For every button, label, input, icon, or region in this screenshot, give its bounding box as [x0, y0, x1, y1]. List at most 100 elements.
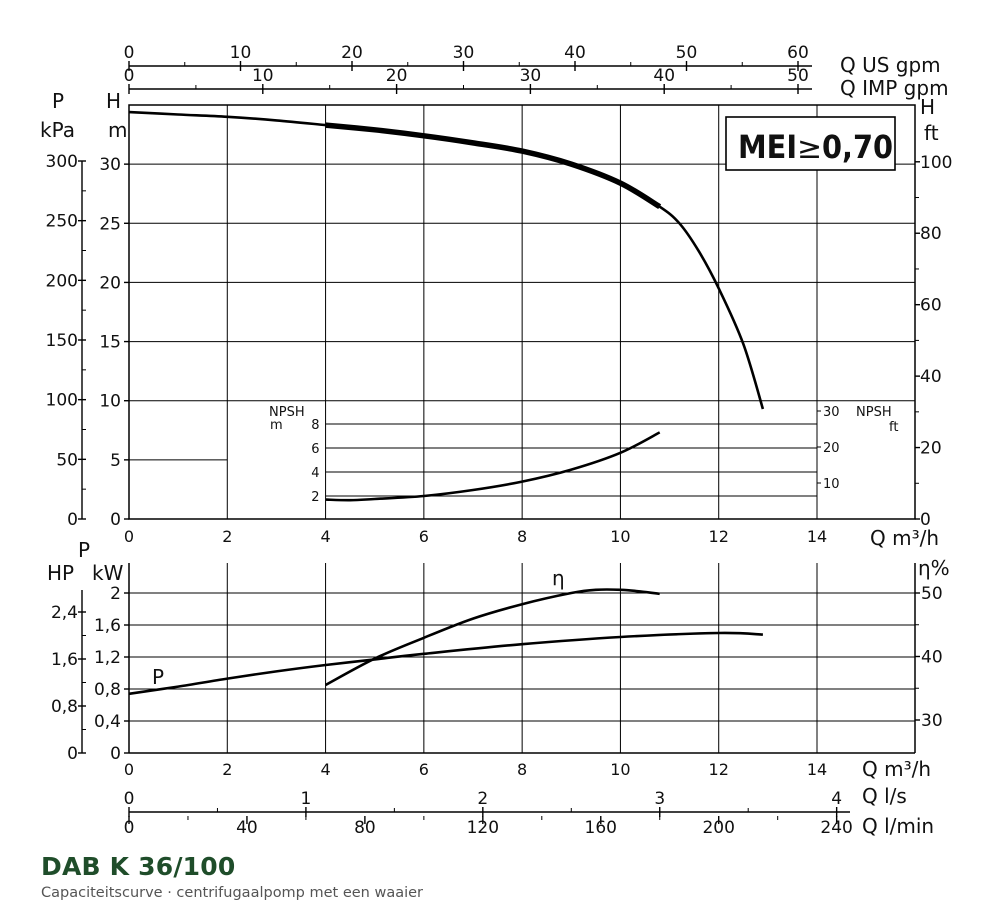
head-curve	[128, 110, 765, 410]
top-axis-tick-label: 20	[341, 43, 363, 63]
top-axis-tick-label: 0	[124, 43, 135, 63]
npsh-m-tick-label: 2	[311, 490, 319, 505]
power-x-tick-label: 14	[807, 760, 827, 779]
head-curve-operating-range	[325, 122, 662, 210]
npsh-ft-axis-label: NPSH	[856, 405, 892, 420]
lps-tick-label: 3	[654, 789, 665, 809]
kpa-tick-label: 250	[46, 212, 78, 232]
eta-tick-label: 40	[921, 648, 943, 668]
head-m-tick-label: 0	[110, 510, 121, 530]
kpa-tick-label: 50	[56, 450, 78, 470]
lpm-tick-label: 40	[236, 818, 258, 838]
npsh-curve	[325, 431, 661, 502]
hp-axis-label: HP	[47, 561, 74, 585]
chart-subtitle: Capaciteitscurve · centrifugaalpomp met …	[41, 885, 424, 901]
kw-axis-symbol: P	[78, 538, 90, 562]
hp-tick-label: 2,4	[51, 603, 78, 623]
head-m-axis-symbol: H	[106, 89, 121, 113]
head-x-tick-label: 14	[807, 527, 827, 546]
head-m-tick-label: 5	[110, 451, 121, 471]
hp-tick-label: 1,6	[51, 650, 78, 670]
npsh-m-tick-label: 6	[311, 442, 319, 457]
lpm-tick-label: 200	[702, 818, 734, 838]
efficiency-curve	[324, 588, 660, 687]
power-x-tick-label: 2	[222, 760, 232, 779]
top-axis-tick-label: 40	[653, 66, 675, 86]
head-ft-axis-symbol: H	[920, 95, 935, 119]
head-m-tick-label: 30	[99, 155, 121, 175]
kpa-tick-label: 0	[67, 510, 78, 530]
head-x-tick-label: 8	[517, 527, 527, 546]
top-axis-tick-label: 50	[676, 43, 698, 63]
top-axis-tick-label: 60	[787, 43, 809, 63]
mei-badge: MEI ≥ 0,70	[725, 116, 896, 171]
top-axis-tick-label: 30	[520, 66, 542, 86]
kw-tick-label: 0,8	[94, 680, 121, 700]
head-m-tick-label: 15	[99, 333, 121, 353]
kpa-tick-label: 150	[46, 331, 78, 351]
power-x-tick-label: 12	[709, 760, 729, 779]
head-x-tick-label: 10	[610, 527, 630, 546]
hp-tick-label: 0,8	[51, 697, 78, 717]
power-curve-label: P	[152, 665, 164, 689]
top-axis-tick-label: 10	[230, 43, 252, 63]
kpa-tick-label: 200	[46, 271, 78, 291]
head-ft-tick-label: 80	[920, 224, 942, 244]
head-x-tick-label: 6	[419, 527, 429, 546]
power-x-unit-label: Q m³/h	[862, 757, 931, 781]
lps-tick-label: 1	[301, 789, 312, 809]
power-curve	[128, 631, 763, 696]
head-m-tick-label: 20	[99, 273, 121, 293]
kw-tick-label: 0	[110, 744, 121, 764]
top-axis-tick-label: 0	[124, 66, 135, 86]
power-x-tick-label: 6	[419, 760, 429, 779]
head-ft-tick-label: 40	[920, 367, 942, 387]
top-axis-tick-label: 40	[564, 43, 586, 63]
lps-tick-label: 2	[477, 789, 488, 809]
head-x-tick-label: 12	[709, 527, 729, 546]
chart-caption: DAB K 36/100 Capaciteitscurve · centrifu…	[41, 852, 423, 901]
power-x-tick-label: 0	[124, 760, 134, 779]
lps-tick-label: 4	[831, 789, 842, 809]
head-x-tick-label: 0	[124, 527, 134, 546]
head-m-tick-label: 10	[99, 392, 121, 412]
lpm-tick-label: 120	[467, 818, 499, 838]
head-x-tick-label: 4	[320, 527, 330, 546]
power-x-tick-label: 10	[610, 760, 630, 779]
lpm-tick-label: 80	[354, 818, 376, 838]
kw-tick-label: 2	[110, 584, 121, 604]
kw-tick-label: 1,6	[94, 616, 121, 636]
top-axis-tick-label: 10	[252, 66, 274, 86]
head-x-unit-label: Q m³/h	[870, 526, 939, 550]
lpm-tick-label: 0	[124, 818, 135, 838]
eta-tick-label: 50	[921, 584, 943, 604]
kpa-axis-symbol: P	[52, 89, 64, 113]
lps-axis-label: Q l/s	[862, 784, 907, 808]
npsh-m-tick-label: 4	[311, 466, 319, 481]
head-x-tick-label: 2	[222, 527, 232, 546]
head-ft-tick-label: 100	[920, 153, 952, 173]
hp-tick-label: 0	[67, 744, 78, 764]
kw-tick-label: 0,4	[94, 712, 121, 732]
kpa-tick-label: 300	[46, 152, 78, 172]
kpa-axis-unit: kPa	[40, 118, 75, 142]
lpm-axis-label: Q l/min	[862, 814, 934, 838]
npsh-m-axis-label: NPSH	[269, 405, 305, 420]
mei-ge-symbol: ≥	[797, 131, 822, 166]
head-ft-tick-label: 20	[920, 439, 942, 459]
kpa-tick-label: 100	[46, 391, 78, 411]
eta-axis-label: η%	[918, 556, 950, 580]
npsh-ft-tick-label: 10	[823, 477, 840, 492]
mei-label: MEI	[738, 128, 797, 166]
top-axis-tick-label: 20	[386, 66, 408, 86]
npsh-ft-tick-label: 30	[823, 405, 840, 420]
kw-axis-unit: kW	[92, 561, 124, 585]
power-x-tick-label: 4	[320, 760, 330, 779]
imp-gpm-axis-label: Q IMP gpm	[840, 76, 949, 100]
eta-tick-label: 30	[921, 711, 943, 731]
npsh-ft-tick-label: 20	[823, 441, 840, 456]
kw-tick-label: 1,2	[94, 648, 121, 668]
head-ft-tick-label: 60	[920, 296, 942, 316]
power-x-tick-label: 8	[517, 760, 527, 779]
